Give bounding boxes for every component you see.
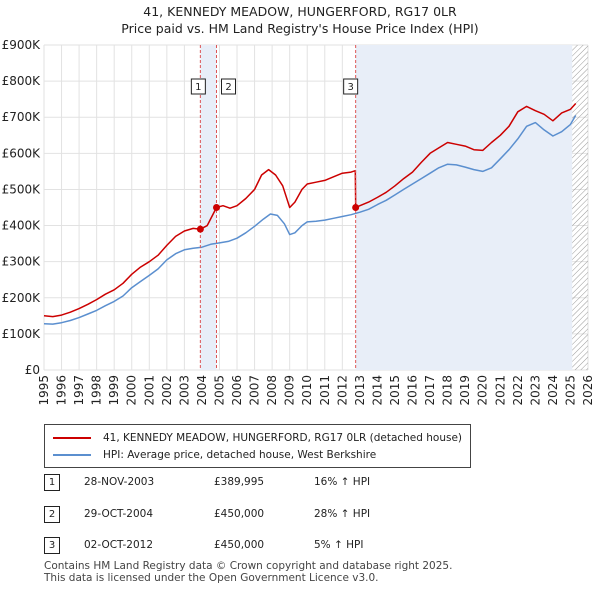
y-tick-label: £900K bbox=[2, 38, 42, 52]
transaction-number: 3 bbox=[44, 537, 60, 554]
x-tick-label: 2012 bbox=[335, 375, 349, 406]
footer: Contains HM Land Registry data © Crown c… bbox=[44, 560, 452, 584]
legend-label-property: 41, KENNEDY MEADOW, HUNGERFORD, RG17 0LR… bbox=[103, 432, 463, 444]
y-tick-label: £100K bbox=[2, 327, 42, 341]
transaction-point bbox=[196, 225, 204, 233]
transaction-price: £450,000 bbox=[214, 539, 265, 551]
y-axis-ticks: £0 £100K £200K £300K £400K £500K £600K £700K £80… bbox=[2, 38, 42, 377]
x-tick-label: 2026 bbox=[581, 375, 595, 406]
transaction-date: 29-OCT-2004 bbox=[84, 508, 153, 520]
footer-copyright: Contains HM Land Registry data © Crown c… bbox=[44, 560, 453, 572]
x-tick-label: 2001 bbox=[142, 375, 156, 406]
y-tick-label: £800K bbox=[2, 74, 42, 88]
legend-item-hpi: HPI: Average price, detached house, West… bbox=[53, 447, 376, 463]
x-tick-label: 2003 bbox=[177, 375, 191, 406]
transaction-point bbox=[352, 204, 360, 211]
transaction-date: 28-NOV-2003 bbox=[84, 476, 155, 488]
transaction-label: 1 bbox=[195, 82, 201, 93]
x-tick-label: 2021 bbox=[493, 375, 507, 406]
y-tick-label: £700K bbox=[2, 110, 42, 124]
x-tick-label: 1995 bbox=[37, 375, 51, 406]
price-chart: 41, KENNEDY MEADOW, HUNGERFORD, RG17 0LR… bbox=[2, 4, 595, 406]
y-tick-label: £400K bbox=[2, 219, 42, 233]
chart-title: 41, KENNEDY MEADOW, HUNGERFORD, RG17 0LR bbox=[143, 4, 457, 19]
transaction-band bbox=[200, 45, 217, 370]
transaction-hpi: 16% ↑ HPI bbox=[314, 476, 371, 488]
x-tick-label: 2019 bbox=[458, 375, 472, 406]
x-tick-label: 2006 bbox=[230, 375, 244, 406]
legend-swatch-property bbox=[53, 437, 91, 439]
y-tick-label: £600K bbox=[2, 146, 42, 160]
transaction-label-box bbox=[221, 78, 237, 95]
transaction-number: 1 bbox=[44, 474, 60, 491]
transaction-label-box bbox=[343, 78, 359, 95]
hpi-line bbox=[43, 115, 577, 325]
x-tick-label: 1996 bbox=[55, 375, 69, 406]
transaction-price: £389,995 bbox=[214, 476, 265, 488]
x-tick-label: 2002 bbox=[160, 375, 174, 406]
shaded-regions bbox=[200, 45, 588, 370]
property-price-line bbox=[43, 102, 577, 318]
transaction-point bbox=[213, 204, 221, 211]
transaction-label: 2 bbox=[225, 82, 231, 93]
x-tick-label: 1999 bbox=[107, 375, 121, 406]
transaction-date: 02-OCT-2012 bbox=[84, 539, 153, 551]
x-tick-label: 2004 bbox=[195, 375, 209, 406]
x-tick-label: 2014 bbox=[370, 375, 384, 406]
x-tick-label: 2017 bbox=[423, 375, 437, 406]
chart-subtitle: Price paid vs. HM Land Registry's House … bbox=[121, 21, 478, 36]
x-tick-label: 2005 bbox=[212, 375, 226, 406]
x-tick-label: 2013 bbox=[353, 375, 367, 406]
legend-label-hpi: HPI: Average price, detached house, West… bbox=[103, 449, 377, 461]
transaction-price: £450,000 bbox=[214, 508, 265, 520]
transaction-hpi: 5% ↑ HPI bbox=[314, 539, 364, 551]
legend-swatch-hpi bbox=[53, 454, 91, 456]
x-axis-ticks: 1995 1996 1997 1998 1999 2000 2001 2002 2003 2004… bbox=[37, 375, 595, 406]
x-tick-label: 2018 bbox=[441, 375, 455, 406]
x-tick-label: 2024 bbox=[546, 375, 560, 406]
post-sale-shaded-region bbox=[355, 45, 573, 370]
y-tick-label: £500K bbox=[2, 182, 42, 196]
x-tick-label: 2011 bbox=[318, 375, 332, 406]
x-tick-label: 2007 bbox=[248, 375, 262, 406]
x-tick-label: 2009 bbox=[283, 375, 297, 406]
transaction-hpi: 28% ↑ HPI bbox=[314, 508, 371, 520]
y-tick-label: £300K bbox=[2, 255, 42, 269]
x-tick-label: 2023 bbox=[528, 375, 542, 406]
y-tick-label: £200K bbox=[2, 291, 42, 305]
x-tick-label: 1998 bbox=[90, 375, 104, 406]
transaction-markers: 1 2 3 bbox=[190, 45, 360, 370]
x-tick-label: 2015 bbox=[388, 375, 402, 406]
transaction-label: 3 bbox=[347, 82, 353, 93]
x-tick-label: 2025 bbox=[563, 375, 577, 406]
transaction-label-box bbox=[190, 78, 206, 95]
x-tick-label: 2022 bbox=[511, 375, 525, 406]
transaction-number: 2 bbox=[44, 506, 60, 523]
x-tick-label: 2008 bbox=[265, 375, 279, 406]
legend-item-property: 41, KENNEDY MEADOW, HUNGERFORD, RG17 0LR… bbox=[53, 430, 462, 446]
y-tick-label: £0 bbox=[25, 363, 40, 377]
footer-licence: This data is licensed under the Open Gov… bbox=[44, 572, 379, 584]
series-lines bbox=[43, 102, 577, 325]
x-tick-label: 2016 bbox=[406, 375, 420, 406]
legend: 41, KENNEDY MEADOW, HUNGERFORD, RG17 0LR… bbox=[44, 424, 471, 468]
x-tick-label: 2000 bbox=[125, 375, 139, 406]
forecast-hatch-region bbox=[572, 45, 588, 370]
x-tick-label: 2010 bbox=[300, 375, 314, 406]
x-tick-label: 2020 bbox=[476, 375, 490, 406]
x-tick-label: 1997 bbox=[72, 375, 86, 406]
